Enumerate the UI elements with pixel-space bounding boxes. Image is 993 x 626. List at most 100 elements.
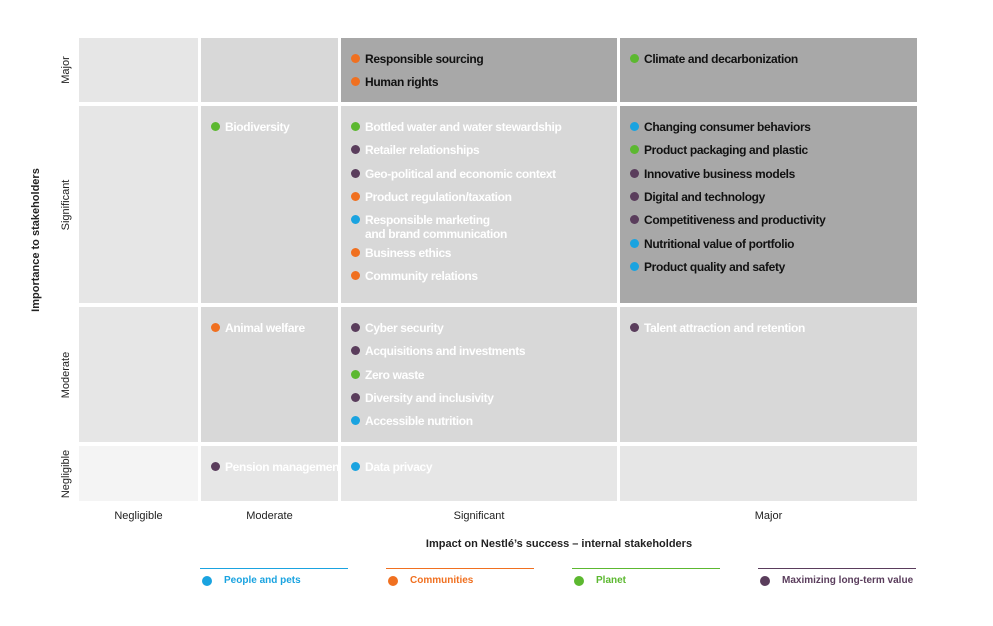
topic-label: Innovative business models [644, 166, 795, 181]
matrix-cell: Bottled water and water stewardship Retai… [341, 106, 617, 303]
category-dot-icon [351, 168, 360, 178]
category-dot-icon [351, 462, 360, 471]
matrix-cell: Data privacy [341, 446, 617, 501]
x-tick-label: Significant [453, 510, 505, 522]
category-dot-icon [630, 122, 639, 131]
x-tick-label: Major [754, 510, 783, 522]
topic-item: Biodiversity [211, 120, 290, 134]
x-axis-title: Impact on Nestlé’s success – internal st… [425, 538, 693, 550]
matrix-cell: Pension management [201, 446, 343, 501]
topic-item: Animal welfare [211, 321, 305, 335]
topic-label: Bottled water and water stewardship [365, 120, 562, 134]
category-dot-icon [630, 215, 639, 225]
topic-label: Accessible nutrition [365, 414, 473, 429]
category-dot-icon [351, 77, 360, 87]
topic-label: Business ethics [365, 245, 452, 260]
topic-item: Acquisitions and investments [351, 344, 526, 359]
x-tick-label: Negligible [114, 510, 163, 522]
y-tick-label: Significant [60, 179, 72, 230]
topic-item: Talent attraction and retention [630, 321, 805, 335]
category-dot-icon [351, 369, 360, 379]
topic-item: Retailer relationships [351, 143, 480, 158]
category-dot-icon [351, 145, 360, 155]
topic-label: Responsible marketing and brand communic… [365, 213, 507, 242]
category-dot-icon [351, 215, 360, 225]
category-dot-icon [351, 346, 360, 356]
topic-label: Pension management [225, 460, 343, 474]
topic-item: Changing consumer behaviors [630, 120, 811, 134]
matrix-cell [620, 446, 917, 501]
topic-item: Pension management [211, 460, 343, 474]
topic-label: Acquisitions and investments [365, 344, 526, 359]
topic-item: Geo-political and economic context [351, 167, 556, 181]
matrix-cell: Cyber security Acquisitions and investmen… [341, 307, 617, 442]
category-dot-icon [630, 261, 639, 271]
topic-item: Competitiveness and productivity [630, 213, 826, 227]
x-tick-label: Moderate [246, 510, 293, 522]
category-dot-icon [351, 247, 360, 257]
y-tick-label: Major [60, 56, 72, 84]
matrix-cell: Biodiversity [201, 106, 338, 303]
category-dot-icon [351, 270, 360, 280]
matrix-cell: Changing consumer behaviors Product packa… [620, 106, 917, 303]
matrix-cell: Climate and decarbonization [620, 38, 917, 102]
topic-item: Zero waste [351, 367, 425, 382]
topic-item: Digital and technology [630, 190, 765, 204]
category-dot-icon [630, 168, 639, 178]
y-axis-title: Importance to stakeholders [30, 168, 42, 312]
category-dot-icon [630, 323, 639, 332]
category-dot-icon [211, 122, 220, 131]
topic-label: Talent attraction and retention [644, 321, 805, 335]
topic-label: Climate and decarbonization [644, 52, 798, 66]
topic-label: Product packaging and plastic [644, 143, 808, 158]
topic-label: Responsible sourcing [365, 52, 484, 66]
topic-label: Product quality and safety [644, 259, 785, 274]
topic-item: Diversity and inclusivity [351, 391, 494, 405]
y-tick-label: Moderate [60, 351, 72, 398]
topic-label: Animal welfare [225, 321, 305, 335]
topic-item: Climate and decarbonization [630, 52, 798, 66]
topic-label: Biodiversity [225, 120, 290, 134]
category-dot-icon [351, 416, 360, 426]
topic-item: Product quality and safety [630, 260, 785, 274]
topic-item: Community relations [351, 269, 478, 283]
topic-label: Human rights [365, 75, 439, 90]
topic-label: Geo-political and economic context [365, 166, 556, 181]
matrix-cell [79, 307, 198, 442]
category-dot-icon [351, 191, 360, 201]
category-dot-icon [351, 323, 360, 332]
matrix-cell [79, 38, 198, 102]
topic-label: Community relations [365, 268, 478, 283]
topic-label: Competitiveness and productivity [644, 213, 826, 228]
topic-item: Cyber security [351, 321, 444, 335]
matrix-cell [201, 38, 338, 102]
y-tick-label: Negligible [60, 449, 72, 498]
topic-item: Nutritional value of portfolio [630, 236, 795, 251]
topic-item: Business ethics [351, 246, 451, 260]
topic-label: Zero waste [365, 367, 425, 382]
category-dot-icon [351, 122, 360, 131]
topic-item: Human rights [351, 75, 438, 89]
category-dot-icon [630, 54, 639, 63]
topic-item: Bottled water and water stewardship [351, 120, 562, 134]
topic-item: Data privacy [351, 460, 433, 474]
topic-item: Accessible nutrition [351, 414, 473, 428]
matrix-cell: Talent attraction and retention [620, 307, 917, 442]
topic-item: Product packaging and plastic [630, 143, 808, 157]
topic-item: Innovative business models [630, 167, 795, 181]
category-dot-icon [351, 54, 360, 63]
topic-item: Responsible marketing and brand communic… [351, 213, 507, 241]
matrix-cell: Animal welfare [201, 307, 338, 442]
topic-label: Cyber security [365, 321, 444, 335]
category-dot-icon [630, 191, 639, 201]
topic-label: Retailer relationships [365, 143, 480, 158]
category-dot-icon [351, 392, 360, 402]
topic-label: Data privacy [365, 460, 433, 474]
topic-item: Product regulation/taxation [351, 190, 512, 204]
category-dot-icon [630, 145, 639, 155]
topic-label: Diversity and inclusivity [365, 390, 494, 405]
topic-label: Digital and technology [644, 189, 765, 204]
topic-label: Nutritional value of portfolio [644, 236, 795, 251]
topic-label: Changing consumer behaviors [644, 120, 811, 134]
